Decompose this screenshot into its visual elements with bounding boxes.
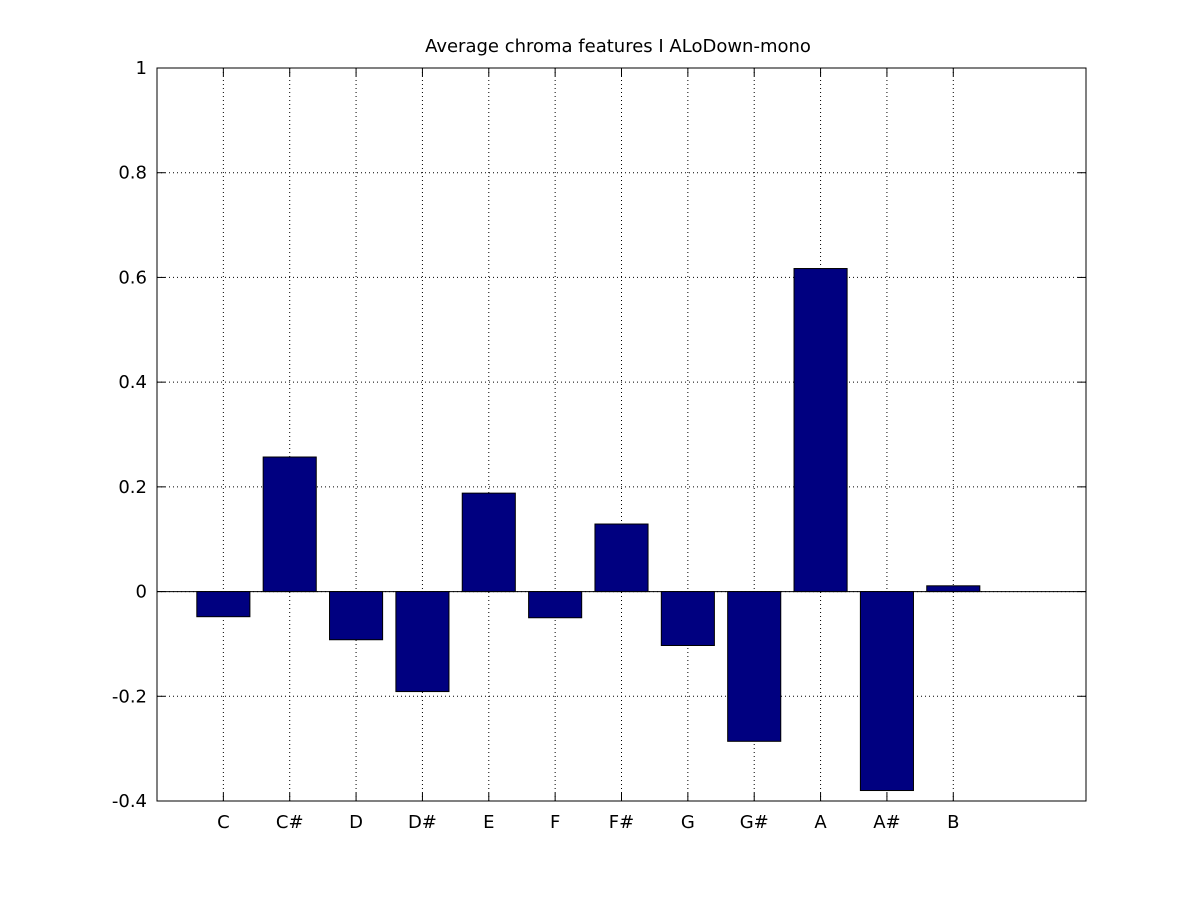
x-tick-label: F# — [609, 812, 634, 833]
y-tick-label: 0.4 — [118, 372, 147, 393]
y-tick-label: 1 — [136, 58, 147, 79]
x-tick-label: D# — [408, 812, 437, 833]
plot-frame — [156, 67, 1087, 802]
y-tick-labels: -0.4 -0.2 0 0.2 0.4 0.6 0.8 1 — [112, 58, 147, 812]
tick-mark-layer — [157, 67, 1086, 802]
bar-c — [196, 591, 251, 618]
bar-layer — [196, 268, 981, 792]
x-tick-labels: C C# D D# E F F# G G# A A# B — [217, 812, 959, 833]
bar-b — [926, 585, 981, 593]
x-tick-label: D — [349, 812, 363, 833]
x-tick-label: F — [550, 812, 560, 833]
bar-f — [528, 591, 583, 619]
bar-f-sharp — [594, 523, 649, 593]
bar-g — [660, 591, 715, 646]
bar-d — [329, 591, 384, 641]
x-tick-label: E — [483, 812, 494, 833]
bar-c-sharp — [262, 456, 317, 593]
x-tick-label: A# — [873, 812, 900, 833]
bar-g-sharp — [727, 591, 782, 742]
y-tick-label: 0.6 — [118, 267, 147, 288]
y-tick-label: 0.8 — [118, 163, 147, 184]
x-tick-label: A — [814, 812, 827, 833]
x-tick-label: C — [217, 812, 230, 833]
y-tick-label: -0.2 — [112, 686, 147, 707]
x-tick-label: C# — [276, 812, 304, 833]
bar-d-sharp — [395, 591, 450, 693]
bar-a-sharp — [859, 591, 914, 792]
x-tick-label: B — [947, 812, 959, 833]
chart-title: Average chroma features I ALoDown-mono — [425, 36, 811, 57]
y-tick-label: 0.2 — [118, 477, 147, 498]
grid-layer — [157, 68, 1086, 801]
y-tick-label: -0.4 — [112, 791, 147, 812]
x-tick-label: G# — [740, 812, 769, 833]
bar-e — [461, 492, 516, 593]
x-tick-label: G — [681, 812, 695, 833]
bar-a — [793, 268, 848, 593]
y-tick-label: 0 — [136, 582, 147, 603]
